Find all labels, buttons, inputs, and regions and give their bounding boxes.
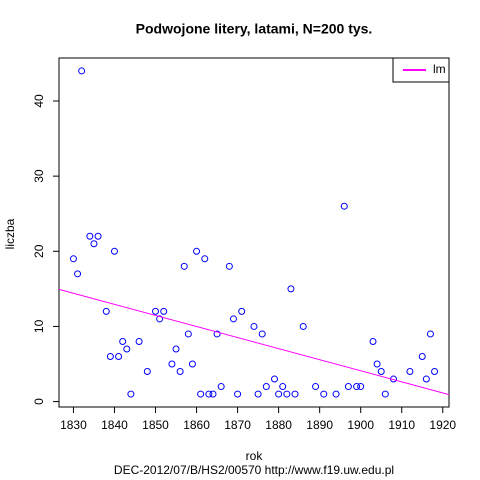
point — [119, 337, 127, 345]
point — [205, 390, 213, 398]
y-tick-label: 10 — [32, 319, 46, 333]
point — [258, 330, 266, 338]
point — [340, 202, 348, 210]
chart-title: Podwojone litery, latami, N=200 tys. — [136, 21, 373, 37]
y-axis-label: liczba — [3, 218, 17, 249]
point — [254, 390, 262, 398]
point — [250, 322, 258, 330]
point — [275, 390, 283, 398]
point — [332, 390, 340, 398]
point — [152, 307, 160, 315]
point — [353, 383, 361, 391]
point — [78, 67, 86, 75]
x-tick-label: 1830 — [60, 418, 87, 432]
point — [86, 232, 94, 240]
point — [102, 307, 110, 315]
point — [69, 255, 77, 263]
point — [135, 337, 143, 345]
footer: DEC-2012/07/B/HS2/00570 http://www.f19.u… — [114, 463, 394, 477]
point — [217, 383, 225, 391]
point — [418, 352, 426, 360]
point — [123, 345, 131, 353]
point — [225, 262, 233, 270]
point — [373, 360, 381, 368]
x-tick-label: 1850 — [142, 418, 169, 432]
point — [143, 368, 151, 376]
point — [312, 383, 320, 391]
regression-line — [58, 288, 450, 396]
point — [94, 232, 102, 240]
x-tick-label: 1910 — [388, 418, 415, 432]
x-tick-label: 1890 — [306, 418, 333, 432]
y-tick-label: 40 — [32, 94, 46, 108]
x-tick-label: 1860 — [183, 418, 210, 432]
point — [234, 390, 242, 398]
point — [369, 337, 377, 345]
x-tick-label: 1900 — [347, 418, 374, 432]
point — [188, 360, 196, 368]
point — [115, 352, 123, 360]
point — [213, 330, 221, 338]
point — [184, 330, 192, 338]
point — [406, 368, 414, 376]
legend-label: lm — [433, 62, 446, 76]
point — [110, 247, 118, 255]
x-axis-label: rok — [246, 449, 264, 463]
point — [279, 383, 287, 391]
point — [291, 390, 299, 398]
point — [283, 390, 291, 398]
point — [344, 383, 352, 391]
point — [287, 285, 295, 293]
point — [90, 240, 98, 248]
point — [106, 352, 114, 360]
x-tick-label: 1920 — [429, 418, 456, 432]
point — [201, 255, 209, 263]
point — [422, 375, 430, 383]
y-tick-label: 30 — [32, 169, 46, 183]
point — [156, 315, 164, 323]
plot-frame — [58, 57, 450, 408]
y-tick-label: 0 — [32, 398, 46, 405]
point — [193, 247, 201, 255]
point — [431, 368, 439, 376]
point — [238, 307, 246, 315]
point — [357, 383, 365, 391]
point — [197, 390, 205, 398]
point — [127, 390, 135, 398]
x-tick-label: 1880 — [265, 418, 292, 432]
point — [74, 270, 82, 278]
point — [160, 307, 168, 315]
point — [426, 330, 434, 338]
point — [381, 390, 389, 398]
y-tick-label: 20 — [32, 244, 46, 258]
point — [320, 390, 328, 398]
point — [176, 368, 184, 376]
x-tick-label: 1870 — [224, 418, 251, 432]
point — [299, 322, 307, 330]
point — [377, 368, 385, 376]
point — [180, 262, 188, 270]
x-tick-label: 1840 — [101, 418, 128, 432]
point — [262, 383, 270, 391]
point — [229, 315, 237, 323]
point — [172, 345, 180, 353]
point — [168, 360, 176, 368]
point — [271, 375, 279, 383]
point — [209, 390, 217, 398]
